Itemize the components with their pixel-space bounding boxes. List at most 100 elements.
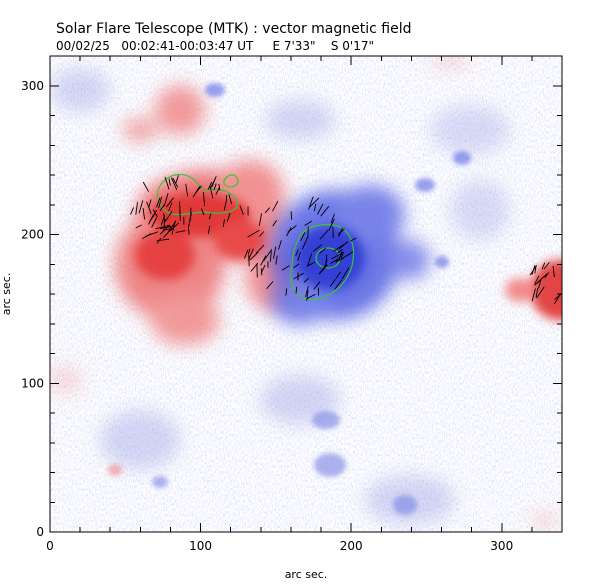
field-vector xyxy=(260,255,267,266)
field-vector xyxy=(269,249,272,262)
field-vector xyxy=(306,290,309,301)
field-vector xyxy=(159,203,166,212)
field-vector xyxy=(151,217,158,228)
field-vector xyxy=(263,250,272,262)
field-vector xyxy=(543,262,550,270)
field-vector xyxy=(247,248,251,255)
field-vector xyxy=(172,177,179,188)
field-vector xyxy=(313,244,322,252)
magnetogram-image xyxy=(50,56,562,532)
field-vector xyxy=(538,279,542,289)
field-vector xyxy=(146,201,152,215)
field-vector xyxy=(168,178,171,186)
field-vector xyxy=(278,240,282,250)
field-vector xyxy=(531,288,536,302)
y-tick-label: 0 xyxy=(36,525,44,539)
field-vector xyxy=(135,202,138,215)
y-tick-label: 300 xyxy=(21,79,44,93)
field-vector xyxy=(170,177,178,191)
field-vector xyxy=(239,205,244,215)
field-vector xyxy=(293,263,300,269)
field-vector xyxy=(333,244,345,252)
field-vector xyxy=(215,186,221,195)
field-vector xyxy=(145,231,158,238)
field-vector xyxy=(209,176,217,190)
field-vector xyxy=(305,286,309,298)
field-vector xyxy=(266,281,274,290)
field-vector xyxy=(317,203,324,215)
field-vector xyxy=(163,213,166,222)
field-vector xyxy=(255,244,265,254)
field-vector xyxy=(309,197,320,208)
x-axis: 0 100 200 300 xyxy=(46,56,563,553)
field-vector xyxy=(536,286,545,299)
field-vector xyxy=(554,294,561,301)
field-vector xyxy=(307,226,309,238)
field-vector xyxy=(329,278,336,288)
field-vector xyxy=(159,226,172,230)
field-vector xyxy=(156,237,162,244)
x-tick-label: 300 xyxy=(490,539,513,553)
field-vector xyxy=(188,212,192,227)
field-vector xyxy=(325,254,328,268)
figure-subtitle: 00/02/25 00:02:41-00:03:47 UT E 7'33" S … xyxy=(56,39,374,53)
field-vector xyxy=(142,181,149,192)
transverse-field-vectors xyxy=(130,175,562,305)
field-vector xyxy=(222,219,225,227)
field-vector xyxy=(142,207,146,220)
field-vector xyxy=(534,280,540,286)
field-vector xyxy=(328,218,335,231)
field-vector xyxy=(162,228,172,231)
field-vector xyxy=(164,211,173,223)
y-tick-label: 200 xyxy=(21,228,44,242)
field-vector xyxy=(202,191,206,206)
field-vector xyxy=(293,272,305,280)
y-tick-label: 100 xyxy=(21,376,44,390)
field-vector xyxy=(531,265,536,275)
field-vector xyxy=(337,249,343,254)
field-vector xyxy=(135,224,142,229)
field-vector xyxy=(313,203,317,212)
field-vector xyxy=(152,209,158,218)
field-vector xyxy=(340,251,354,260)
field-vector xyxy=(338,251,343,261)
field-vector xyxy=(158,196,163,208)
x-tick-label: 100 xyxy=(189,539,212,553)
field-vector xyxy=(160,214,166,226)
field-vector xyxy=(337,228,345,235)
field-vector xyxy=(285,288,288,296)
field-vector xyxy=(290,211,293,220)
field-vector xyxy=(335,271,342,279)
field-vector xyxy=(301,237,308,250)
field-vector xyxy=(541,262,546,270)
field-vector xyxy=(341,267,350,280)
field-vector xyxy=(318,264,328,275)
field-vector xyxy=(297,251,301,261)
field-vector xyxy=(169,222,180,232)
field-vector xyxy=(307,293,316,299)
field-vector xyxy=(248,254,250,267)
field-vector xyxy=(319,247,326,255)
field-vector xyxy=(308,196,314,210)
field-vector xyxy=(272,200,279,212)
field-vector xyxy=(194,185,202,194)
field-vector xyxy=(330,258,339,264)
field-vector xyxy=(259,231,265,237)
field-vector xyxy=(260,264,266,274)
field-vector xyxy=(320,206,330,217)
field-vector xyxy=(331,253,341,260)
field-vector xyxy=(330,213,335,224)
field-vector xyxy=(208,213,212,220)
field-vector xyxy=(350,237,357,242)
field-vector xyxy=(155,197,161,208)
field-vector xyxy=(187,225,190,235)
field-vector xyxy=(130,207,135,215)
field-vector xyxy=(249,252,259,261)
x-axis-label: arc sec. xyxy=(285,568,328,581)
field-vector xyxy=(272,220,277,227)
field-vector xyxy=(304,220,313,226)
field-vector xyxy=(247,248,254,261)
field-vector xyxy=(218,184,221,191)
field-vector xyxy=(552,265,555,278)
